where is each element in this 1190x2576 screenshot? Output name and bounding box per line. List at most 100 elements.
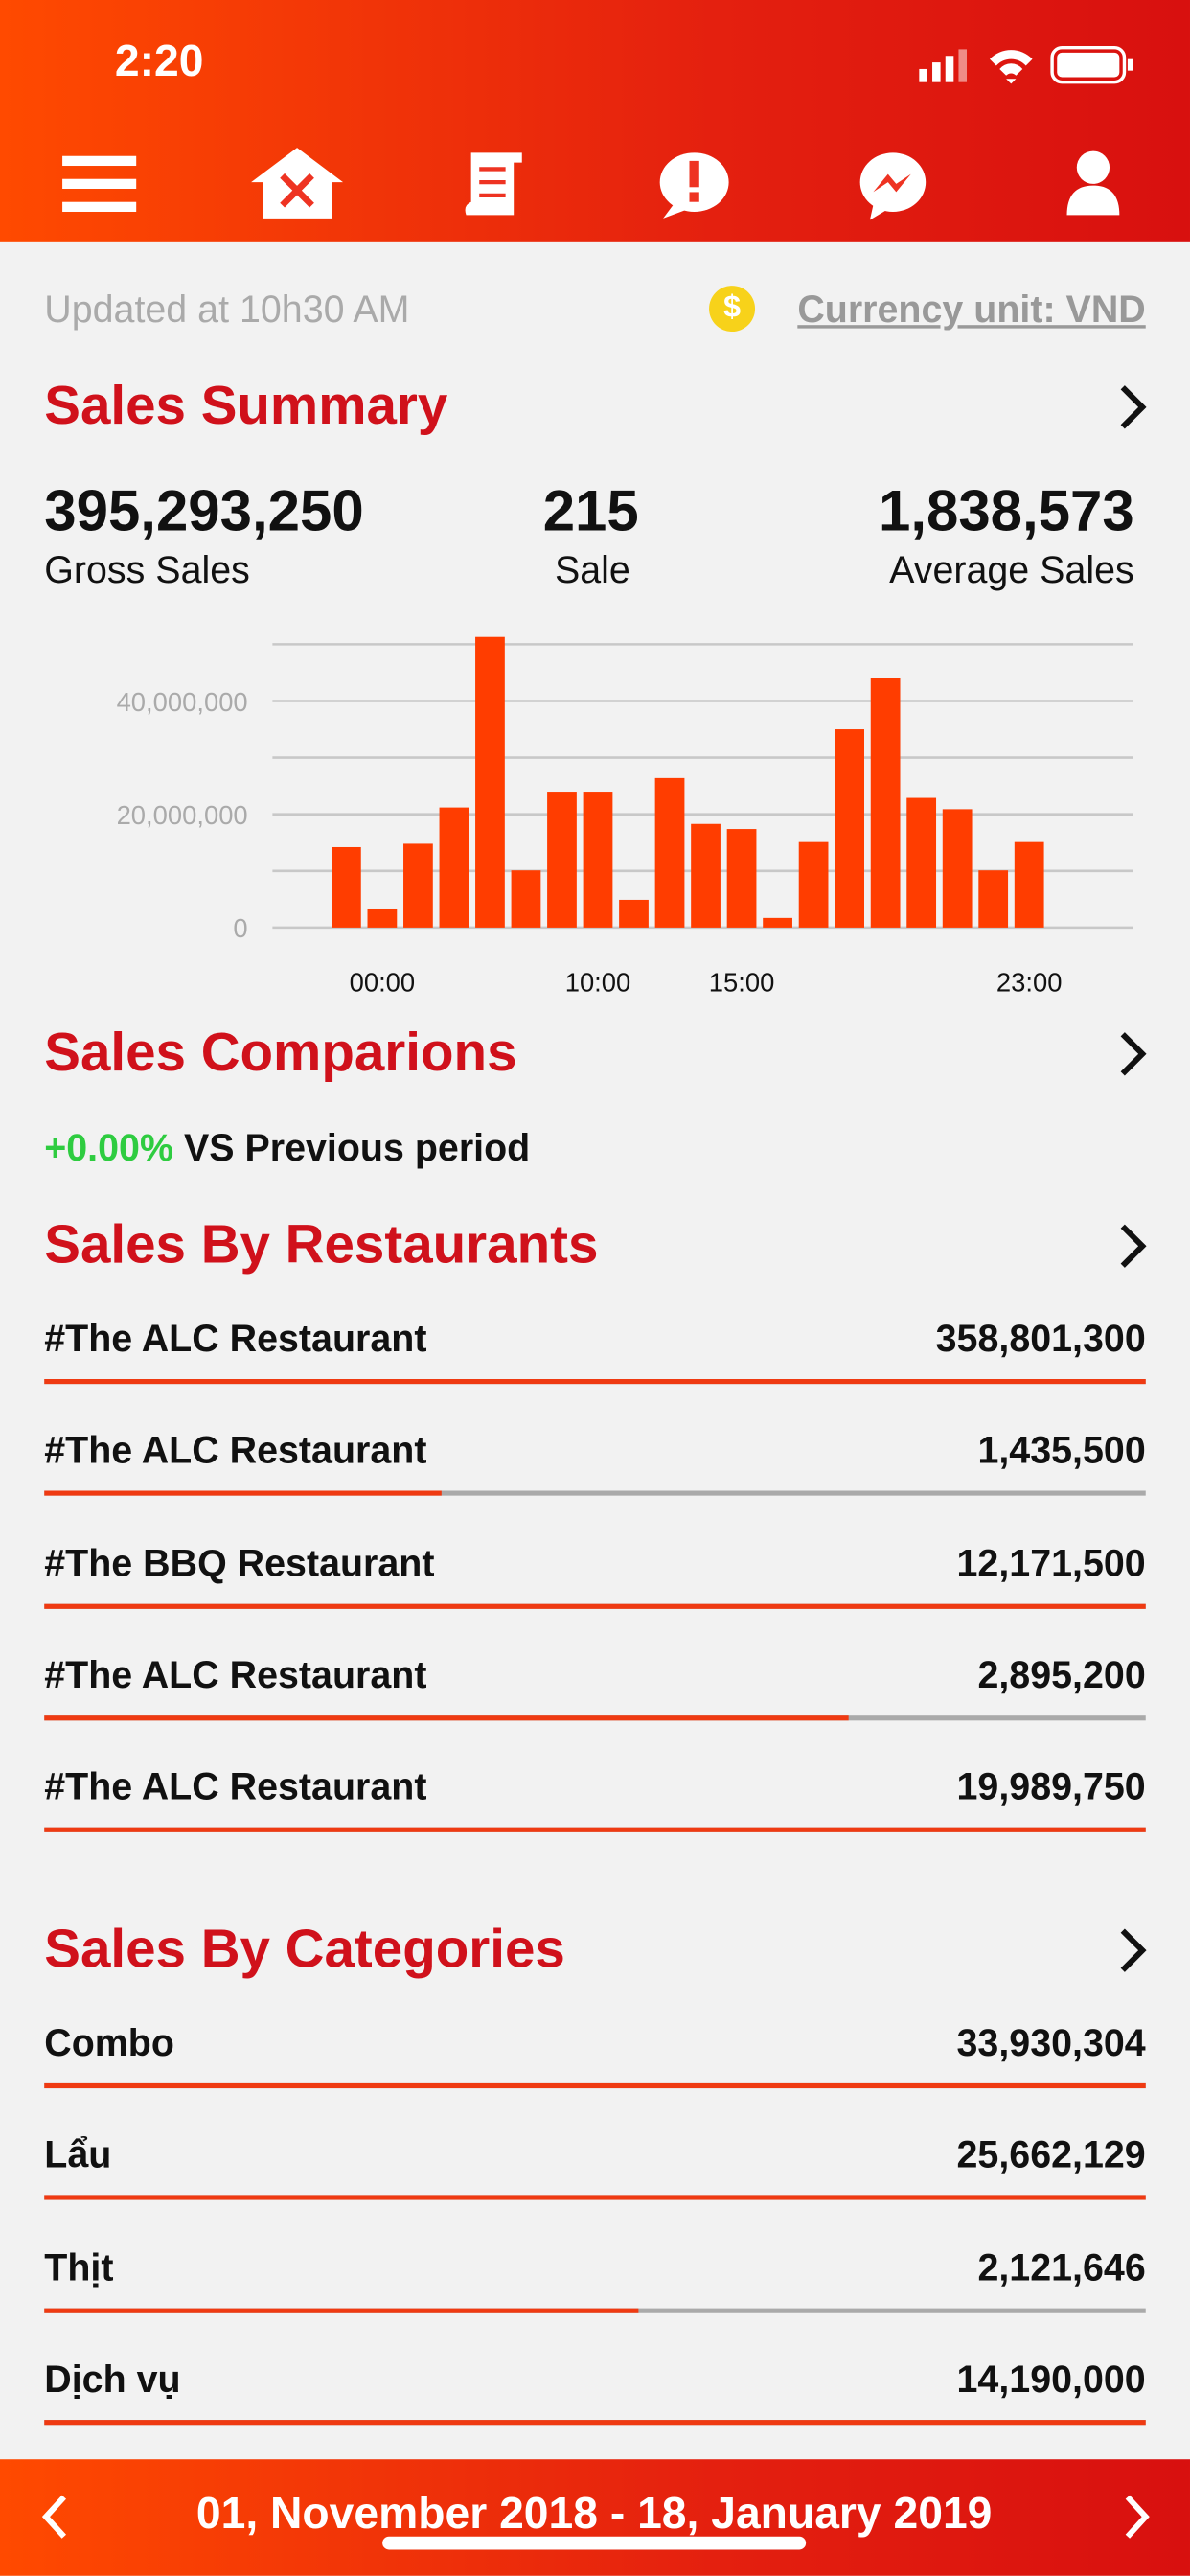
- bar: [654, 777, 685, 928]
- row-name: #The BBQ Restaurant: [44, 1540, 435, 1584]
- messenger-button[interactable]: [859, 152, 927, 220]
- progress-fill: [44, 1491, 442, 1497]
- header: 2:20: [0, 0, 1190, 242]
- row-name: Thịt: [44, 2244, 114, 2288]
- change-value: +0.00%: [44, 1126, 173, 1169]
- progress-track: [44, 1379, 1146, 1385]
- profile-button[interactable]: [1066, 150, 1120, 216]
- row-amount: 2,121,646: [977, 2244, 1146, 2288]
- bar: [439, 807, 469, 928]
- row-amount: 2,895,200: [977, 1652, 1146, 1696]
- stat-value: 1,838,573: [878, 479, 1134, 544]
- stat-label: Sale: [554, 548, 630, 591]
- x-tick-label: 15:00: [709, 968, 775, 998]
- section-title: Sales Comparions: [44, 1021, 517, 1082]
- row-name: #The ALC Restaurant: [44, 1428, 427, 1472]
- row-amount: 358,801,300: [935, 1316, 1146, 1360]
- chevron[interactable]: [1116, 1027, 1149, 1080]
- progress-fill: [44, 2307, 639, 2313]
- bar: [870, 678, 901, 928]
- y-tick-label: 20,000,000: [117, 800, 248, 830]
- row-amount: 19,989,750: [956, 1764, 1146, 1808]
- row-name: Combo: [44, 2020, 174, 2064]
- bar: [978, 870, 1009, 928]
- restaurant-button[interactable]: [251, 148, 344, 218]
- progress-track: [44, 2307, 1146, 2313]
- row-name: #The ALC Restaurant: [44, 1652, 427, 1696]
- nav-bar: [62, 148, 1120, 220]
- change-text: VS Previous period: [183, 1126, 531, 1169]
- footer: 01, November 2018 - 18, January 2019: [0, 2459, 1190, 2576]
- progress-fill: [44, 1603, 1146, 1609]
- chevron[interactable]: [1116, 1924, 1149, 1977]
- progress-fill: [44, 1828, 1146, 1833]
- bar: [835, 729, 864, 928]
- alert-button[interactable]: [659, 152, 729, 218]
- bar: [798, 841, 829, 928]
- stat-value: 395,293,250: [44, 479, 364, 544]
- currency-link[interactable]: Currency unit: VND: [797, 287, 1146, 331]
- bar: [942, 809, 973, 928]
- section-title: Sales Summary: [44, 374, 448, 435]
- comparison-line: +0.00% VS Previous period: [44, 1126, 530, 1170]
- status-icons: [919, 45, 1133, 84]
- next-button[interactable]: [1119, 2492, 1152, 2541]
- bar: [475, 636, 505, 928]
- updated-text: Updated at 10h30 AM: [44, 287, 410, 331]
- row-amount: 14,190,000: [956, 2357, 1146, 2401]
- bar: [906, 797, 937, 928]
- progress-fill: [44, 1715, 849, 1721]
- section-title: Sales By Categories: [44, 1917, 565, 1979]
- menu-button[interactable]: [62, 155, 137, 212]
- bar: [583, 792, 613, 928]
- progress-track: [44, 2419, 1146, 2426]
- row-name: Dịch vụ: [44, 2357, 181, 2401]
- prev-button[interactable]: [39, 2492, 72, 2541]
- row-name: Lẩu: [44, 2132, 112, 2176]
- row-name: #The ALC Restaurant: [44, 1316, 427, 1360]
- status-time: 2:20: [114, 35, 204, 86]
- progress-track: [44, 1715, 1146, 1721]
- stat-label: Average Sales: [889, 548, 1134, 591]
- x-tick-label: 23:00: [996, 968, 1063, 998]
- stat-value: 215: [542, 479, 639, 544]
- sales-chart: 0 20,000,000 40,000,000 00:00 10:00 15:00 23:0…: [117, 636, 1133, 998]
- row-amount: 12,171,500: [956, 1540, 1146, 1584]
- currency-icon: $: [709, 286, 756, 333]
- row-name: #The ALC Restaurant: [44, 1764, 427, 1808]
- date-range[interactable]: 01, November 2018 - 18, January 2019: [195, 2489, 993, 2539]
- chevron[interactable]: [1116, 1220, 1149, 1273]
- row-amount: 1,435,500: [977, 1428, 1146, 1472]
- progress-track: [44, 1491, 1146, 1497]
- x-tick-label: 10:00: [565, 968, 631, 998]
- row-amount: 25,662,129: [956, 2132, 1146, 2176]
- x-tick-label: 00:00: [350, 968, 416, 998]
- bar: [403, 843, 433, 928]
- bar: [726, 829, 757, 928]
- y-tick-label: 40,000,000: [117, 687, 248, 717]
- bar: [619, 899, 649, 928]
- progress-fill: [44, 1379, 1146, 1385]
- progress-fill: [44, 2419, 1146, 2426]
- progress-fill: [44, 2195, 1146, 2201]
- y-tick-label: 0: [233, 913, 247, 943]
- progress-track: [44, 2082, 1146, 2089]
- chevron[interactable]: [1116, 380, 1149, 433]
- bar: [547, 792, 577, 928]
- progress-fill: [44, 2082, 1146, 2089]
- bar: [1014, 841, 1044, 928]
- bar: [367, 908, 398, 928]
- home-indicator: [382, 2536, 807, 2550]
- report-button[interactable]: [465, 152, 522, 216]
- bar: [511, 870, 541, 928]
- bar: [691, 823, 721, 928]
- bar: [331, 846, 361, 928]
- progress-track: [44, 1828, 1146, 1833]
- bar: [763, 917, 792, 928]
- section-title: Sales By Restaurants: [44, 1212, 599, 1275]
- progress-track: [44, 2195, 1146, 2201]
- row-amount: 33,930,304: [956, 2020, 1146, 2064]
- stat-label: Gross Sales: [44, 548, 250, 591]
